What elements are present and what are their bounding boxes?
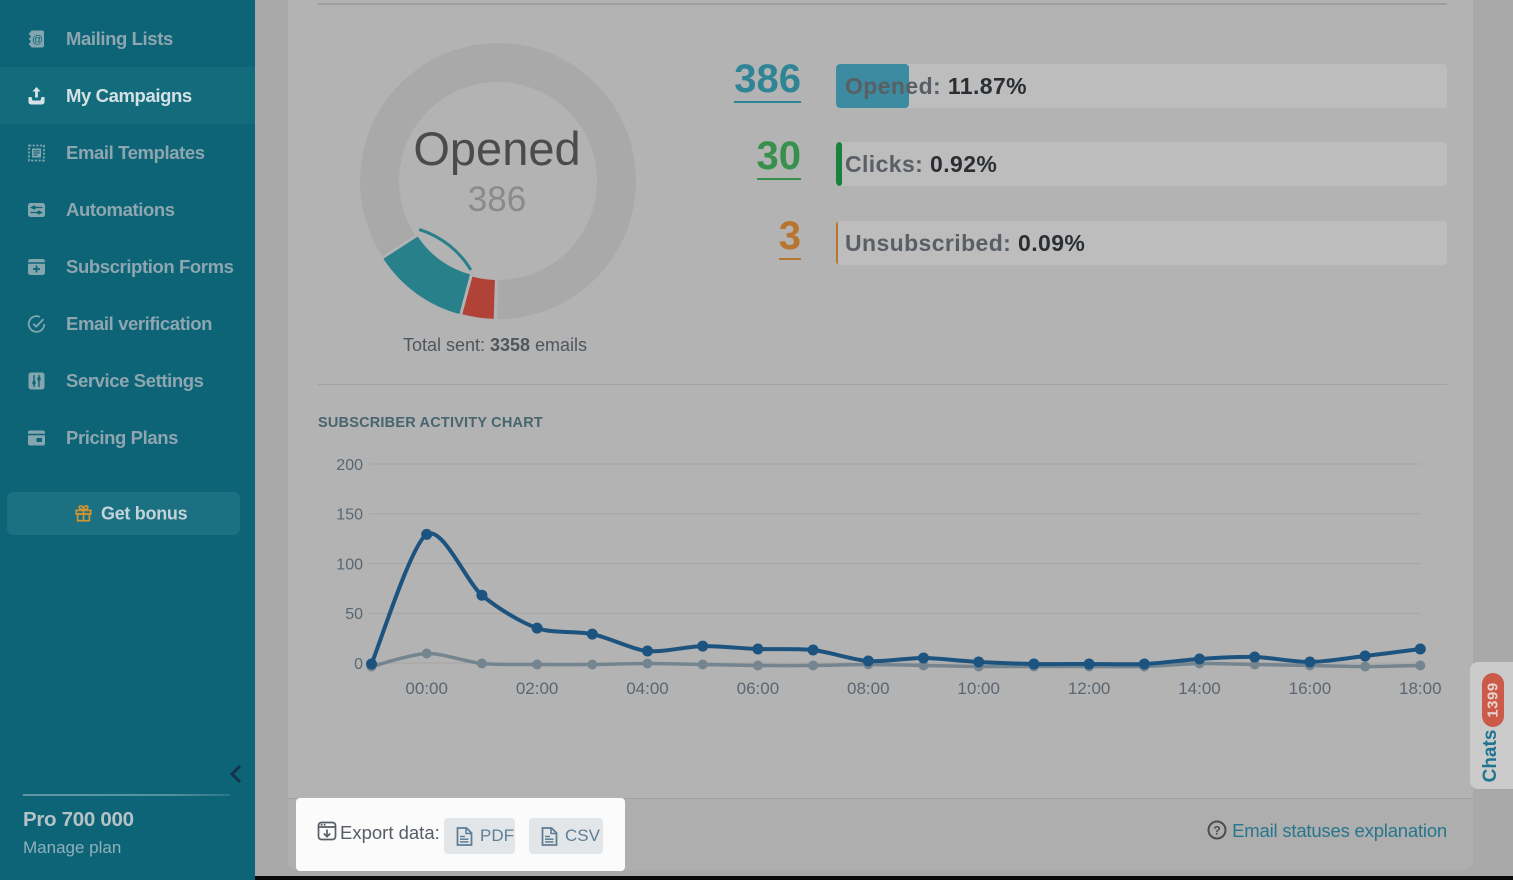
svg-text:08:00: 08:00 — [847, 679, 890, 698]
svg-text:0: 0 — [354, 656, 363, 673]
svg-text:386: 386 — [468, 180, 526, 219]
svg-text:150: 150 — [336, 507, 363, 524]
svg-text:100: 100 — [336, 557, 363, 574]
svg-text:10:00: 10:00 — [957, 679, 1000, 698]
svg-text:50: 50 — [345, 606, 363, 623]
svg-text:04:00: 04:00 — [626, 679, 669, 698]
svg-text:?: ? — [1214, 823, 1221, 837]
svg-text:200: 200 — [336, 457, 363, 474]
svg-text:00:00: 00:00 — [405, 679, 448, 698]
svg-text:14:00: 14:00 — [1178, 679, 1221, 698]
svg-text:02:00: 02:00 — [516, 679, 559, 698]
svg-text:06:00: 06:00 — [737, 679, 780, 698]
svg-text:12:00: 12:00 — [1068, 679, 1111, 698]
svg-text:16:00: 16:00 — [1289, 679, 1332, 698]
svg-text:Opened: Opened — [413, 122, 580, 175]
svg-text:@: @ — [32, 33, 43, 45]
svg-text:18:00: 18:00 — [1399, 679, 1442, 698]
